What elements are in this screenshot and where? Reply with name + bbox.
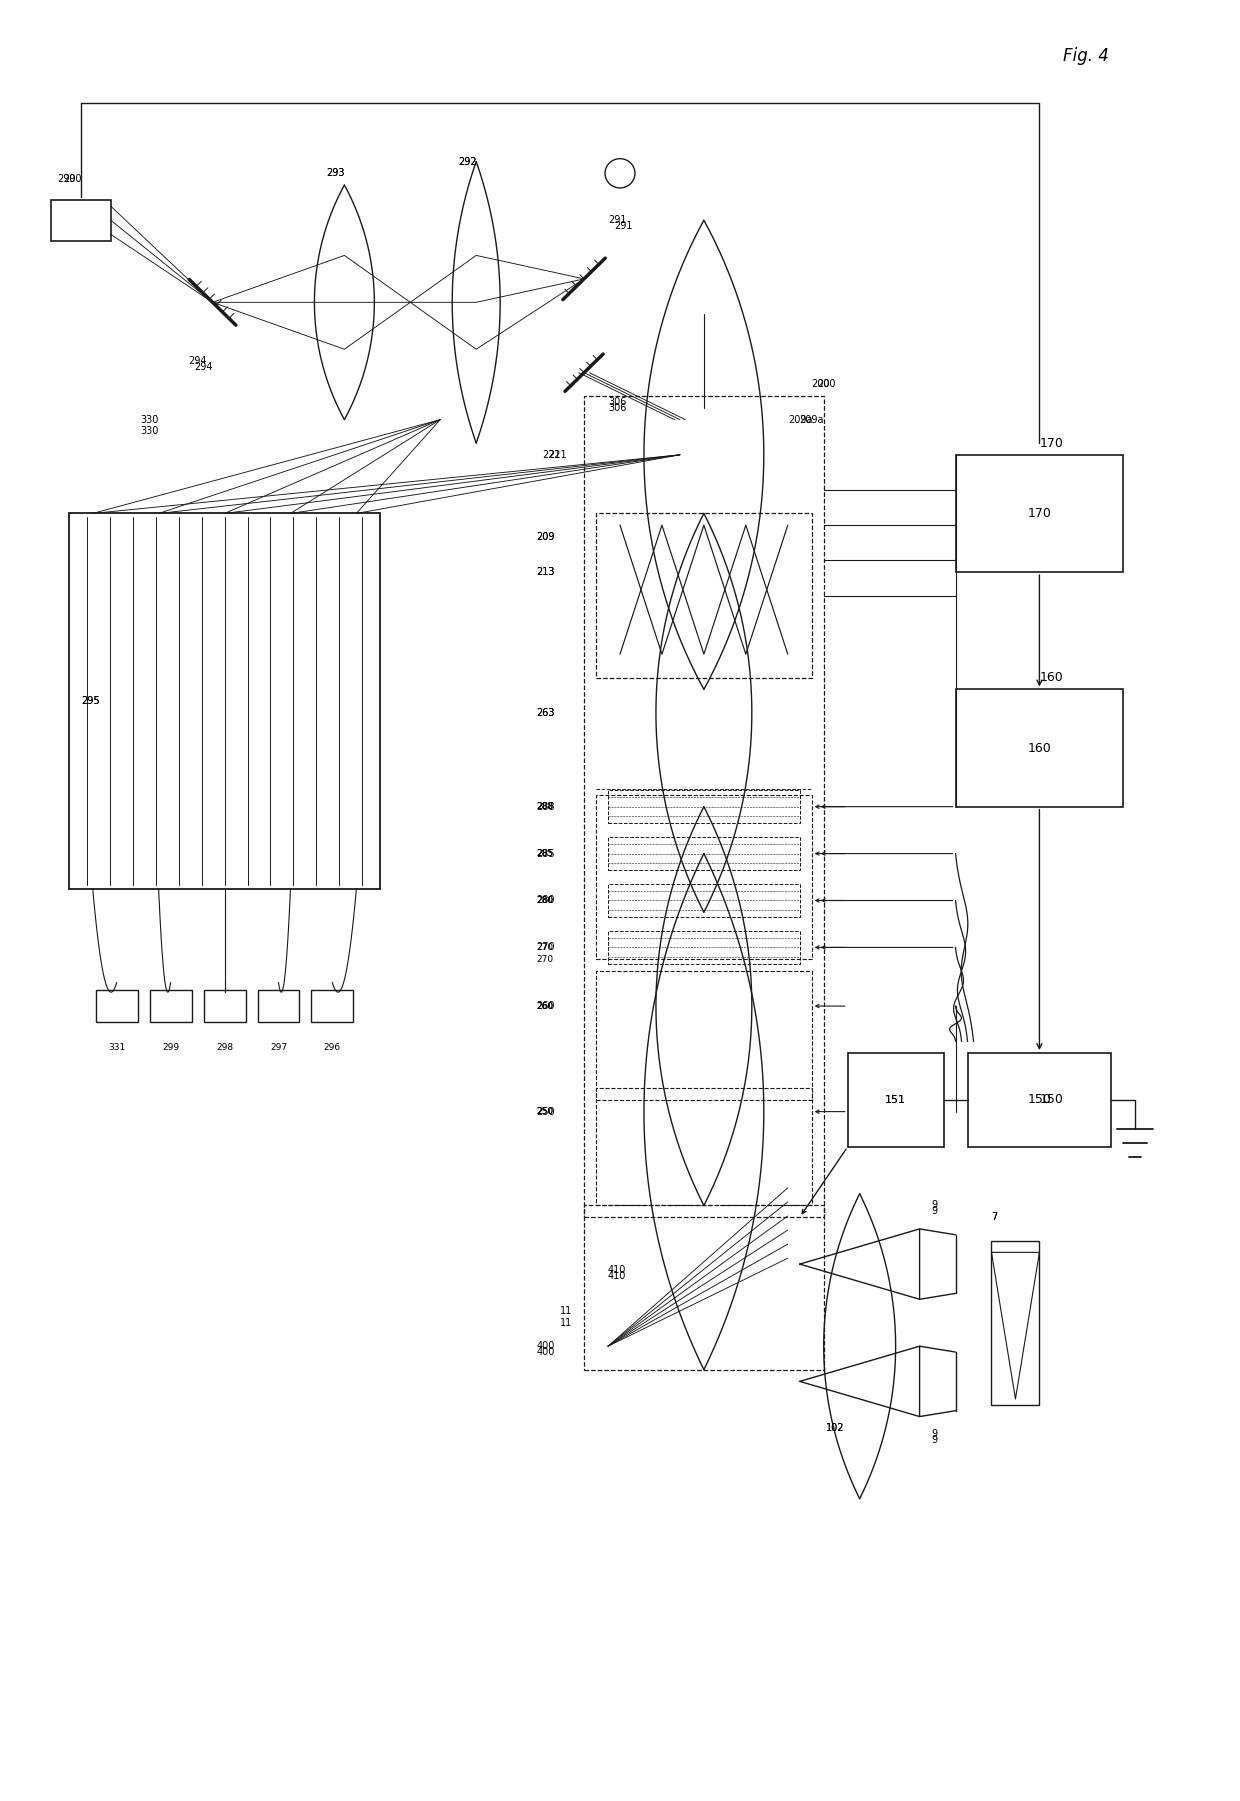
- Bar: [203, 989, 246, 1023]
- Text: 288: 288: [536, 801, 553, 810]
- Text: 280: 280: [536, 897, 553, 904]
- Text: 292: 292: [459, 157, 477, 166]
- Text: 9: 9: [931, 1207, 937, 1216]
- Bar: [68, 513, 381, 888]
- Text: 209: 209: [536, 531, 554, 542]
- Text: 299: 299: [162, 1043, 180, 1052]
- Text: 150: 150: [1039, 1093, 1064, 1106]
- Bar: [311, 989, 353, 1023]
- Bar: [95, 989, 138, 1023]
- Text: 295: 295: [81, 697, 99, 706]
- Text: 330: 330: [140, 427, 159, 436]
- Text: 291: 291: [608, 216, 626, 225]
- Text: 200: 200: [817, 380, 836, 389]
- Text: 410: 410: [608, 1272, 626, 1281]
- Text: 221: 221: [548, 450, 567, 459]
- Bar: [596, 1088, 812, 1205]
- Bar: [848, 1054, 944, 1147]
- Text: 209a: 209a: [800, 414, 825, 425]
- Text: 270: 270: [536, 944, 553, 953]
- Text: 213: 213: [536, 567, 554, 576]
- Text: 260: 260: [536, 1001, 553, 1010]
- Text: 9: 9: [931, 1430, 937, 1439]
- Text: 290: 290: [57, 175, 76, 184]
- Text: 288: 288: [536, 801, 554, 812]
- Text: 102: 102: [826, 1423, 844, 1434]
- Text: 170: 170: [1028, 506, 1052, 520]
- Text: 7: 7: [992, 1212, 998, 1223]
- Text: 331: 331: [108, 1043, 125, 1052]
- Text: 11: 11: [560, 1318, 573, 1327]
- Bar: [51, 200, 110, 241]
- Bar: [596, 794, 812, 960]
- Bar: [584, 1205, 823, 1369]
- Text: 200: 200: [812, 380, 831, 389]
- Text: 295: 295: [81, 697, 99, 706]
- Bar: [596, 971, 812, 1100]
- Bar: [150, 989, 192, 1023]
- Text: 293: 293: [326, 167, 345, 178]
- Text: 292: 292: [459, 157, 477, 166]
- Text: 250: 250: [536, 1108, 553, 1117]
- Text: 221: 221: [542, 450, 560, 459]
- Text: 285: 285: [536, 848, 553, 857]
- Text: 285: 285: [536, 848, 554, 859]
- Text: 263: 263: [536, 708, 554, 719]
- Bar: [608, 931, 800, 964]
- Text: 410: 410: [608, 1264, 626, 1275]
- Text: 294: 294: [188, 357, 207, 366]
- Text: 293: 293: [326, 167, 345, 178]
- Bar: [956, 690, 1123, 807]
- Text: Fig. 4: Fig. 4: [1064, 47, 1110, 65]
- Bar: [608, 837, 800, 870]
- Text: 9: 9: [931, 1435, 937, 1444]
- Bar: [967, 1054, 1111, 1147]
- Text: 270: 270: [536, 942, 554, 953]
- Text: 250: 250: [536, 1106, 554, 1117]
- Text: 298: 298: [216, 1043, 233, 1052]
- Text: 263: 263: [536, 708, 554, 719]
- Text: 160: 160: [1028, 742, 1052, 755]
- Bar: [584, 396, 823, 1217]
- Text: 151: 151: [885, 1095, 906, 1104]
- Text: 270: 270: [536, 955, 553, 964]
- Text: 213: 213: [536, 567, 554, 576]
- Text: 400: 400: [536, 1347, 554, 1358]
- Text: 280: 280: [536, 895, 554, 906]
- Text: 297: 297: [270, 1043, 286, 1052]
- Text: 209: 209: [536, 531, 554, 542]
- Text: 400: 400: [536, 1342, 554, 1351]
- Text: 7: 7: [992, 1212, 998, 1223]
- Text: 294: 294: [195, 362, 213, 371]
- Bar: [956, 456, 1123, 573]
- Text: 330: 330: [140, 414, 159, 425]
- Text: 288: 288: [536, 801, 553, 810]
- Text: 250: 250: [536, 1108, 553, 1117]
- Bar: [258, 989, 299, 1023]
- Text: 150: 150: [1028, 1093, 1052, 1106]
- Bar: [608, 884, 800, 917]
- Text: 291: 291: [614, 222, 632, 231]
- Text: 9: 9: [931, 1201, 937, 1210]
- Text: 285: 285: [536, 848, 553, 857]
- Text: 151: 151: [885, 1095, 906, 1104]
- Text: 306: 306: [608, 403, 626, 412]
- Text: 209a: 209a: [787, 414, 812, 425]
- Text: 296: 296: [324, 1043, 341, 1052]
- Bar: [992, 1241, 1039, 1405]
- Bar: [596, 513, 812, 677]
- Text: 160: 160: [1039, 672, 1063, 684]
- Text: 260: 260: [536, 1001, 553, 1010]
- Bar: [608, 791, 800, 823]
- Text: 280: 280: [536, 897, 553, 904]
- Text: 102: 102: [826, 1423, 844, 1434]
- Text: 290: 290: [63, 175, 82, 184]
- Text: 260: 260: [536, 1001, 554, 1010]
- Text: 11: 11: [560, 1306, 573, 1317]
- Text: 170: 170: [1039, 436, 1064, 450]
- Text: 306: 306: [608, 396, 626, 407]
